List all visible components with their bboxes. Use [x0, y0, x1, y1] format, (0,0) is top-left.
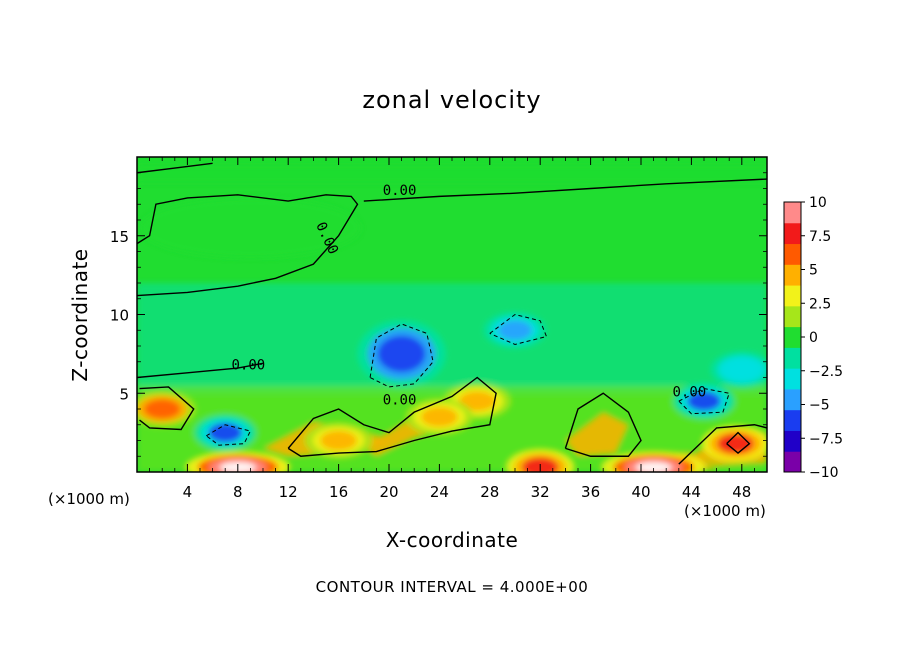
- colorbar-tick-label-0: 10: [809, 195, 827, 211]
- field-upper-left-cell: [140, 197, 361, 258]
- x-tick-label-11: 48: [732, 483, 751, 501]
- x-tick-label-7: 32: [531, 483, 550, 501]
- contour-lines: [137, 162, 767, 465]
- contour-zero-left-cell: [139, 386, 195, 431]
- contour-negative-center: [369, 323, 434, 388]
- y-axis-label: Z-coordinate: [68, 248, 92, 382]
- colorbar-segment-12: [784, 202, 801, 224]
- colorbar-tick-label-7: −7.5: [809, 431, 843, 447]
- colorbar-segment-3: [784, 388, 801, 411]
- field-feature-8-2: [377, 335, 426, 373]
- field-feature-12-2: [725, 359, 759, 380]
- colorbar-segment-0: [784, 451, 801, 473]
- x-tick-label-8: 36: [581, 483, 600, 501]
- contour-negative-right: [489, 313, 548, 345]
- chart-title: zonal velocity: [362, 86, 542, 114]
- velocity-field: [137, 157, 767, 472]
- y-tick-label-1: 10: [110, 307, 129, 325]
- x-tick-label-6: 28: [480, 483, 499, 501]
- contour-zero-upper-left: [137, 194, 359, 297]
- colorbar-tick-label-3: 2.5: [809, 296, 831, 312]
- contour-label-4: 0.00: [673, 384, 707, 400]
- contour-zero-top: [363, 178, 767, 202]
- colorbar-segment-8: [784, 285, 801, 307]
- field-feature-7-2: [421, 407, 458, 427]
- colorbar-segment-4: [784, 368, 801, 390]
- field-layer-cyan: [137, 283, 767, 394]
- x-tick-label-5: 24: [430, 483, 449, 501]
- field-feature-core-1: [635, 461, 672, 472]
- colorbar-segment-6: [784, 326, 801, 348]
- contour-zero-left: [137, 362, 264, 379]
- colorbar: 10 7.5 5 2.5 0 −2.5 −5 −7.5 −10: [783, 195, 843, 481]
- contour-interval-note: CONTOUR INTERVAL = 4.000E+00: [315, 578, 589, 596]
- contour-label-2: 0.00: [232, 358, 266, 374]
- field-feature-6-2: [320, 430, 357, 451]
- field-top-band: [137, 164, 767, 183]
- field-feature-11-2: [687, 391, 721, 411]
- colorbar-segment-1: [784, 430, 801, 452]
- contour-label-3: 0.00: [383, 392, 417, 408]
- colorbar-tick-label-2: 5: [809, 263, 818, 279]
- contour-zero-middle-band: [287, 376, 497, 457]
- contour-label-0: 0.00: [383, 183, 417, 199]
- x-tick-label-2: 12: [279, 483, 298, 501]
- x-tick-label-4: 20: [379, 483, 398, 501]
- colorbar-segment-9: [784, 264, 801, 286]
- contour-zero-right-band: [564, 392, 642, 457]
- field-positive-band-2: [565, 412, 629, 457]
- field-feature-5-2: [459, 391, 496, 411]
- field-feature-3-2: [144, 399, 181, 419]
- x-tick-label-0: 4: [183, 483, 193, 501]
- contour-negative-far-right: [678, 388, 730, 415]
- y-tick-label-0: 5: [119, 385, 129, 403]
- colorbar-segment-7: [784, 305, 801, 328]
- x-unit-label-left: (×1000 m): [48, 490, 130, 508]
- contour-zero-right-cell: [678, 424, 767, 465]
- x-axis-label: X-coordinate: [385, 528, 519, 552]
- x-tick-label-1: 8: [233, 483, 243, 501]
- contour-zero-right-core: [726, 431, 751, 455]
- colorbar-tick-label-4: 0: [809, 330, 818, 346]
- colorbar-segment-5: [784, 347, 801, 369]
- field-feature-10-2: [208, 422, 242, 443]
- y-tick-label-2: 15: [110, 228, 129, 246]
- contour-zero-top-left: [137, 162, 213, 174]
- colorbar-segment-10: [784, 243, 801, 265]
- colorbar-tick-label-6: −5: [809, 398, 830, 414]
- colorbar-segment-11: [784, 222, 801, 245]
- x-tick-label-3: 16: [329, 483, 348, 501]
- colorbar-tick-label-1: 7.5: [809, 229, 831, 245]
- colorbar-segment-2: [784, 409, 801, 431]
- x-tick-label-9: 40: [631, 483, 650, 501]
- colorbar-tick-label-8: −10: [809, 465, 839, 481]
- x-unit-label-right: (×1000 m): [684, 502, 766, 520]
- x-tick-label-10: 44: [682, 483, 701, 501]
- field-feature-9-2: [498, 320, 532, 341]
- colorbar-tick-label-5: −2.5: [809, 364, 843, 380]
- field-blur-group: [137, 164, 767, 472]
